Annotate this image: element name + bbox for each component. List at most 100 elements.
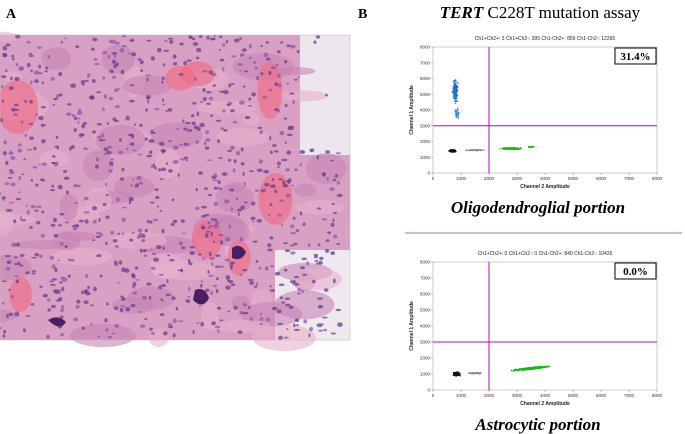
droplet [480,149,483,152]
nucleus [161,283,167,288]
nucleus [29,136,34,141]
nucleus [105,215,110,220]
nucleus [237,212,241,217]
nucleus [201,257,206,260]
nucleus [213,218,218,222]
nucleus [59,315,64,319]
nucleus [336,181,340,185]
droplet [453,81,456,84]
nucleus [196,126,201,132]
y-tick-label: 3000 [420,123,431,128]
droplet [453,80,455,83]
nucleus [250,216,256,221]
nucleus [293,242,298,246]
nucleus [102,107,105,112]
droplet [544,366,547,368]
y-tick-label: 4000 [420,324,431,329]
nucleus [146,282,152,286]
nucleus [212,179,219,182]
stroma [51,248,112,266]
nucleus [40,139,46,144]
nucleus [51,162,56,165]
nucleus [182,232,186,235]
nucleus [35,183,39,187]
nucleus [169,326,173,328]
nucleus [233,305,238,310]
x-tick-label: 3000 [512,176,523,181]
nucleus [95,235,101,239]
nucleus [7,209,13,212]
nucleus [5,69,8,73]
droplet [457,374,460,377]
nucleus [273,108,279,111]
nucleus [282,183,289,188]
nucleus [210,114,214,117]
nucleus [20,219,27,222]
nucleus [313,40,317,44]
nucleus [64,37,67,40]
droplet [540,366,542,368]
droplet [453,88,456,90]
nucleus [240,53,244,58]
stroma [39,150,70,168]
nucleus [90,322,93,326]
nucleus [269,184,276,189]
nucleus [215,277,219,281]
droplet [528,368,531,370]
droplet [519,368,522,370]
nucleus [18,176,22,181]
x-tick-label: 3000 [512,393,523,398]
nucleus [71,144,75,150]
nucleus [218,48,221,51]
nucleus [201,226,206,230]
nucleus [14,76,20,82]
y-tick-label: 0 [427,388,430,393]
nucleus [200,283,203,288]
nucleus [329,159,334,162]
nucleus [40,178,45,182]
nucleus [74,117,81,120]
nucleus [218,234,224,236]
nucleus [230,265,233,271]
nucleus [104,318,108,323]
nucleus [220,127,224,130]
droplet [512,370,514,372]
droplet [475,149,478,152]
nucleus [279,41,284,44]
nucleus [0,85,4,88]
nucleus [157,168,162,172]
nucleus [11,107,16,112]
nucleus [161,228,165,234]
nucleus [301,289,304,294]
nucleus [125,307,131,312]
droplet [508,147,510,149]
nucleus [215,186,221,190]
stroma [70,323,136,348]
nucleus [189,250,196,255]
nucleus [4,182,10,186]
nucleus [51,278,58,281]
y-tick-label: 8000 [420,260,431,265]
nucleus [281,158,288,162]
droplet [535,366,537,368]
x-tick-label: 2000 [484,393,495,398]
nucleus [26,62,31,68]
stroma [196,100,257,115]
nucleus [258,266,261,270]
droplet [519,147,522,149]
droplet [475,372,477,374]
nucleus [159,178,164,180]
nucleus [146,39,152,42]
nucleus [293,275,300,279]
nucleus [2,151,7,156]
nucleus [256,75,259,81]
nucleus [160,298,163,301]
nucleus [95,164,99,169]
nucleus [165,293,171,297]
stroma [59,193,79,221]
droplet [459,375,461,377]
nucleus [235,150,241,156]
nucleus [219,319,224,322]
nucleus [284,59,288,64]
nucleus [226,103,231,107]
